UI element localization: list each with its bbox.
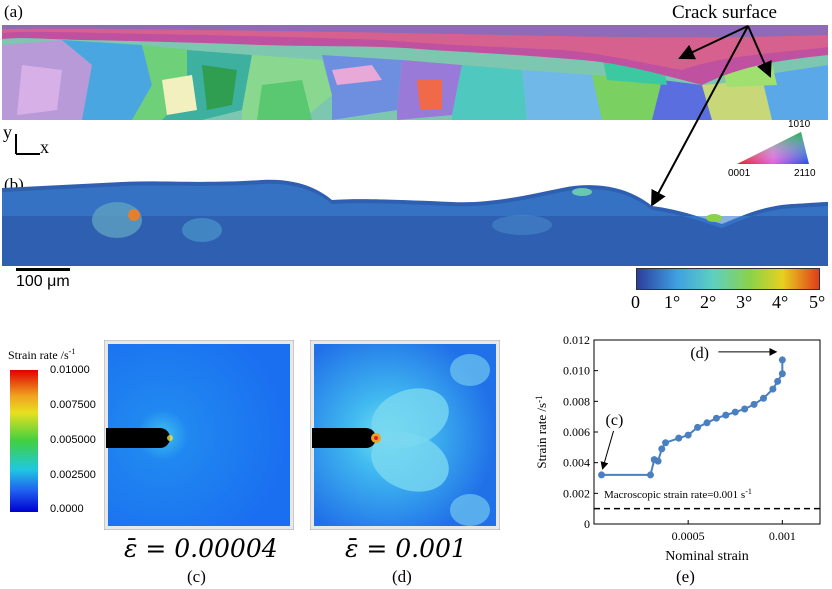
simulation-c (104, 340, 294, 530)
data-point (662, 439, 670, 447)
simulation-d (310, 340, 500, 530)
sim-d-caption: ε̄ = 0.001 (345, 534, 467, 563)
series-points (598, 356, 786, 479)
legend-tick-0: 0.01000 (50, 364, 90, 376)
colorbar-tick-2: 2° (700, 292, 717, 312)
data-point (778, 356, 786, 364)
y-axis-label: Strain rate /s-1 (534, 395, 549, 468)
data-point (760, 394, 767, 402)
panel-label-e: (e) (676, 567, 695, 586)
y-ticks: 0 0.002 0.004 0.006 0.008 0.010 0.012 (563, 333, 598, 531)
annotation-c: (c) (606, 412, 624, 429)
y-tick-label: 0.006 (563, 425, 590, 439)
strain-rate-legend-title: Strain rate /s-1 (8, 347, 76, 362)
y-tick-label: 0 (584, 517, 590, 531)
data-point (658, 445, 666, 453)
crack-surface-label: Crack surface (672, 2, 777, 23)
data-point (774, 377, 782, 385)
annotations: (c) (d) (600, 345, 778, 470)
reference-line-label: Macroscopic strain rate=0.001 s-1 (604, 487, 752, 501)
ipf-key-triangle (737, 132, 809, 164)
legend-tick-4: 0.0000 (50, 503, 84, 515)
data-point (703, 419, 711, 427)
y-tick-label: 0.012 (563, 333, 590, 347)
misorientation-colorbar (636, 268, 820, 290)
colorbar-tick-3: 3° (736, 292, 753, 312)
ipf-key-left: 0001 (728, 168, 751, 179)
data-point (731, 408, 739, 416)
ipf-key-top: 1010 (788, 119, 811, 130)
data-point (722, 411, 730, 419)
misorientation-map (2, 179, 828, 266)
axis-y-label: y (3, 122, 12, 142)
strain-rate-legend-bar (10, 370, 38, 512)
data-point (675, 434, 683, 442)
axis-x-label: x (40, 137, 49, 157)
data-point (654, 457, 662, 465)
y-tick-label: 0.008 (563, 394, 590, 408)
panel-label-c: (c) (187, 567, 206, 586)
data-point (598, 471, 606, 479)
legend-tick-2: 0.005000 (50, 434, 96, 446)
scale-bar-label: 100 μm (16, 273, 70, 290)
sim-c-caption: ε̄ = 0.00004 (124, 534, 278, 563)
axes-arrow-icon (15, 134, 40, 155)
series-line (601, 359, 784, 476)
colorbar-tick-4: 4° (772, 292, 789, 312)
data-point (750, 400, 758, 408)
x-ticks: 0.0005 0.001 (672, 520, 796, 543)
data-point (778, 370, 786, 378)
y-tick-label: 0.004 (563, 456, 590, 470)
y-tick-label: 0.010 (563, 364, 590, 378)
data-point (684, 431, 692, 439)
data-point (769, 385, 777, 393)
data-point (647, 471, 654, 479)
legend-tick-3: 0.002500 (50, 469, 96, 481)
y-tick-label: 0.002 (563, 486, 590, 500)
annotation-c-arrow (600, 430, 615, 470)
x-axis-label: Nominal strain (665, 549, 749, 564)
colorbar-tick-1: 1° (664, 292, 681, 312)
x-tick-label: 0.0005 (672, 529, 705, 543)
ipf-map (2, 25, 828, 120)
panel-label-d: (d) (392, 567, 412, 586)
x-tick-label: 0.001 (769, 529, 796, 543)
data-point (712, 414, 720, 422)
legend-tick-1: 0.007500 (50, 399, 96, 411)
scale-bar-line (16, 268, 70, 271)
annotation-d: (d) (690, 345, 709, 362)
ipf-key-right: 2110 (794, 168, 816, 179)
colorbar-tick-5: 5° (809, 292, 826, 312)
panel-label-a: (a) (4, 2, 23, 21)
colorbar-tick-0: 0 (631, 292, 640, 312)
data-point (741, 405, 749, 413)
data-point (694, 423, 702, 431)
